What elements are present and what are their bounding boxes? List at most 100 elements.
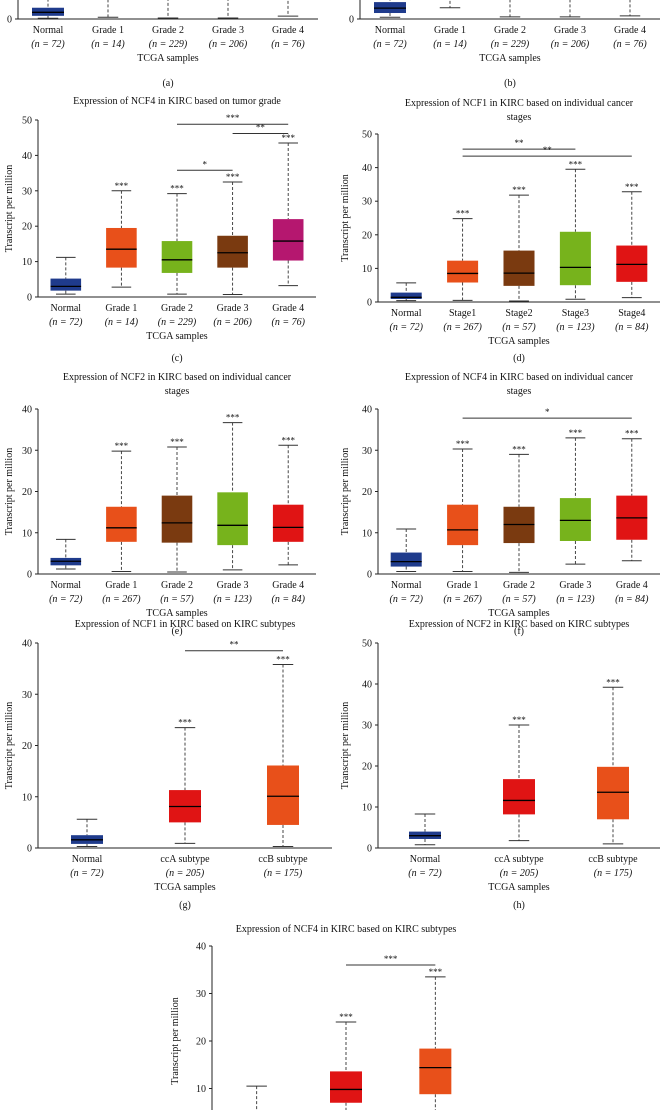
- y-tick-label: 20: [22, 222, 32, 233]
- box-h-2: [597, 686, 629, 845]
- x-tick-label: Grade 1: [105, 303, 137, 314]
- box-iqr: [161, 241, 193, 273]
- box-b-3: [559, 0, 581, 18]
- panel-label: (c): [171, 353, 182, 364]
- y-tick-label: 40: [362, 680, 372, 691]
- chart-title: Expression of NCF1 in KIRC based on indi…: [405, 98, 634, 123]
- x-tick-label: Normal: [33, 25, 64, 36]
- box-f-2: [503, 453, 535, 573]
- y-axis-label: Transcript per million: [4, 165, 15, 252]
- panel-label: (g): [179, 900, 191, 911]
- x-sample-size: (n = 72): [49, 594, 83, 605]
- chart-title-line: stages: [507, 112, 532, 123]
- box-iqr: [161, 495, 193, 543]
- panel-label: (f): [514, 626, 524, 637]
- x-axis-label: TCGA samples: [146, 331, 207, 342]
- x-sample-size: (n = 76): [613, 39, 647, 50]
- y-tick-label: 30: [22, 186, 32, 197]
- x-tick-label: Grade 2: [152, 25, 184, 36]
- x-sample-size: (n = 206): [213, 317, 252, 328]
- y-tick-label: 40: [22, 151, 32, 162]
- y-tick-label: 10: [362, 803, 372, 814]
- chart-panel-c: Expression of NCF4 in KIRC based on tumo…: [4, 96, 316, 364]
- box-c-1: [106, 190, 137, 288]
- y-tick-label: 20: [22, 487, 32, 498]
- significance-label: ***: [512, 185, 526, 195]
- significance-label: ***: [625, 182, 639, 192]
- y-tick-label: 0: [367, 844, 372, 855]
- x-sample-size: (n = 72): [408, 868, 442, 879]
- box-e-4: [272, 444, 304, 566]
- x-sample-size: (n = 72): [70, 868, 104, 879]
- x-sample-size: (n = 76): [271, 39, 305, 50]
- box-f-1: [447, 448, 479, 573]
- x-sample-size: (n = 72): [31, 39, 65, 50]
- significance-label: ***: [625, 429, 639, 439]
- y-tick-label: 30: [362, 446, 372, 457]
- significance-label: ***: [456, 439, 470, 449]
- chart-title: Expression of NCF1 in KIRC based on KIRC…: [75, 619, 296, 630]
- chart-panel-b: 0 Normal (n = 72) Grade 1 (n = 14) Grade 2 (n …: [349, 0, 660, 89]
- box-iqr: [50, 278, 82, 291]
- box-iqr: [272, 504, 304, 542]
- significance-label: ***: [569, 159, 583, 169]
- x-sample-size: (n = 72): [389, 322, 423, 333]
- significance-label: ***: [606, 677, 620, 687]
- x-tick-label: Grade 2: [503, 580, 535, 591]
- x-sample-size: (n = 267): [443, 594, 482, 605]
- box-iqr: [616, 245, 648, 282]
- x-sample-size: (n = 57): [502, 322, 536, 333]
- y-axis-label: Transcript per million: [4, 702, 15, 789]
- x-sample-size: (n = 123): [556, 594, 595, 605]
- significance-label: ***: [281, 435, 295, 445]
- y-axis-label: Transcript per million: [170, 997, 181, 1084]
- box-c-4: [272, 142, 304, 287]
- box-f-4: [616, 438, 648, 562]
- chart-title: Expression of NCF4 in KIRC based on KIRC…: [236, 924, 457, 935]
- y-tick-label: 10: [22, 528, 32, 539]
- box-b-2: [499, 0, 521, 18]
- y-axis-label: Transcript per million: [340, 448, 351, 535]
- x-tick-label: Grade 3: [217, 303, 249, 314]
- significance-label: ***: [115, 441, 129, 451]
- box-iqr: [447, 504, 479, 546]
- box-c-0: [50, 256, 82, 295]
- bracket-label: **: [256, 122, 266, 132]
- y-tick-label: 0: [7, 15, 12, 26]
- box-iqr: [390, 292, 422, 299]
- x-sample-size: (n = 206): [551, 39, 590, 50]
- x-tick-label: Grade 4: [272, 580, 304, 591]
- y-tick-label: 30: [362, 197, 372, 208]
- box-iqr: [559, 231, 591, 286]
- y-tick-label: 0: [27, 570, 32, 581]
- x-tick-label: Normal: [410, 854, 441, 865]
- y-tick-label: 30: [22, 690, 32, 701]
- x-sample-size: (n = 14): [433, 39, 467, 50]
- chart-title-line: stages: [165, 386, 190, 397]
- x-sample-size: (n = 57): [160, 594, 194, 605]
- y-tick-label: 30: [196, 989, 206, 1000]
- x-axis-label: TCGA samples: [488, 882, 549, 893]
- x-tick-label: Normal: [51, 580, 82, 591]
- x-tick-label: Grade 2: [161, 303, 193, 314]
- x-sample-size: (n = 84): [615, 594, 649, 605]
- x-sample-size: (n = 72): [389, 594, 423, 605]
- x-tick-label: Stage4: [618, 308, 645, 319]
- box-c-3: [217, 181, 248, 296]
- y-tick-label: 40: [196, 942, 206, 953]
- box-iqr: [503, 250, 535, 286]
- bracket-label: *: [203, 159, 208, 169]
- x-tick-label: Grade 2: [494, 25, 526, 36]
- y-tick-label: 20: [22, 741, 32, 752]
- x-tick-label: Grade 1: [105, 580, 137, 591]
- significance-label: ***: [178, 718, 192, 728]
- x-tick-label: Grade 2: [161, 580, 193, 591]
- x-sample-size: (n = 72): [373, 39, 407, 50]
- box-i-1: [330, 1021, 362, 1110]
- chart-title-line: Expression of NCF4 in KIRC based on indi…: [405, 372, 634, 383]
- y-tick-label: 10: [362, 264, 372, 275]
- y-tick-label: 0: [367, 570, 372, 581]
- box-g-2: [267, 664, 299, 847]
- x-sample-size: (n = 123): [213, 594, 252, 605]
- bracket-label: ***: [226, 113, 240, 123]
